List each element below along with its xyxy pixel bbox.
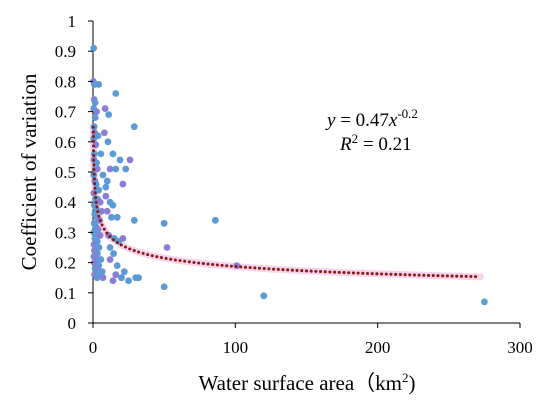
data-point [163,244,171,251]
data-point [103,177,111,185]
data-point [104,138,112,146]
y-tick-label: 0.5 [55,163,76,182]
data-point [96,232,104,239]
data-point [95,81,103,88]
data-point [260,292,268,300]
data-point [116,156,124,164]
y-axis-ticks: 0 0.1 0.2 0.3 0.4 0.5 0.6 0.7 0.8 0.9 1 [55,12,93,333]
trendline-path [91,125,482,279]
data-point [105,111,113,119]
y-tick-label: 0.1 [55,284,76,303]
data-point [118,274,125,282]
data-point [112,165,120,173]
data-point [96,198,104,206]
y-tick-label: 0.9 [55,42,76,61]
y-tick-label: 0.3 [55,223,76,242]
data-point [93,165,101,173]
data-point [112,90,120,97]
data-point [91,114,99,122]
data-point [90,44,98,52]
r-squared-label: R2 = 0.21 [339,131,412,155]
y-tick-label: 0.6 [55,133,76,152]
y-tick-label: 0.7 [55,103,77,122]
data-point [95,186,103,194]
data-point [113,262,121,270]
data-point [120,268,128,276]
x-tick-label: 0 [89,338,98,357]
x-tick-label: 200 [365,338,391,357]
trendline-equation: y = 0.47x-0.2 [325,106,418,131]
trendline-band [89,123,484,281]
data-point [112,271,120,279]
data-point [126,156,134,164]
data-point [101,105,109,112]
trendline [91,125,482,279]
data-point [125,277,132,285]
data-point [130,123,138,131]
data-point [110,250,118,257]
data-point [130,216,138,224]
data-point [100,129,108,137]
data-point [93,108,100,115]
y-tick-label: 0.4 [55,193,77,212]
data-point [481,298,488,306]
x-tick-label: 100 [223,338,249,357]
data-point [98,207,105,215]
y-tick-label: 0 [68,314,77,333]
data-point [122,165,130,173]
data-point [97,150,105,158]
y-tick-label: 0.8 [55,72,76,91]
data-point [113,213,121,221]
data-point [135,274,142,282]
data-point [103,207,111,215]
data-point [119,180,127,188]
data-points [90,44,488,306]
y-tick-label: 0.2 [55,254,76,273]
data-point [106,244,114,251]
x-axis-ticks: 0 100 200 300 [89,323,533,357]
data-point [102,192,110,200]
data-point [99,171,107,179]
data-point [109,201,117,209]
data-point [106,256,114,263]
data-point [108,213,115,221]
data-point [212,216,219,224]
data-point [93,274,101,282]
x-tick-label: 300 [507,338,533,357]
data-point [91,99,99,106]
data-point [99,274,107,282]
y-axis-title: Coefficient of variation [17,73,41,270]
data-point [102,183,110,191]
y-tick-label: 1 [68,12,77,31]
data-point [92,253,99,260]
data-point [109,150,117,158]
data-point [160,283,168,291]
data-point [119,235,127,242]
x-axis-title: Water surface area（km2) [198,370,415,395]
data-point [106,165,114,173]
data-point [160,219,168,227]
data-point [109,277,117,285]
trendline-band-path [89,123,484,281]
